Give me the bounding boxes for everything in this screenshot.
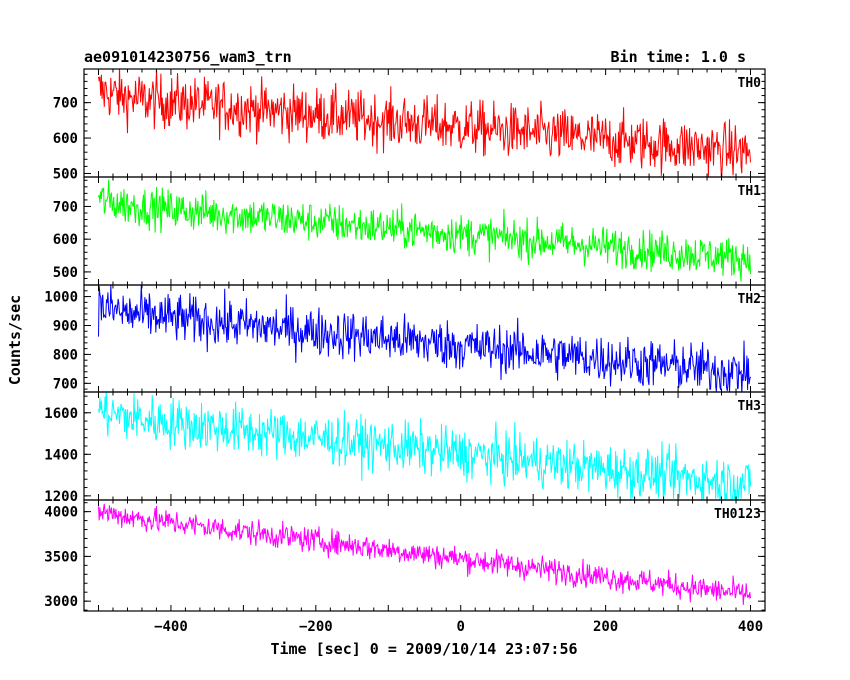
y-tick-label: 500 [53,265,78,281]
x-tick-label: 200 [593,619,618,635]
y-tick-label: 600 [53,131,78,147]
panel-th2: 700 800 900 1000 TH2 [44,284,766,393]
y-tick-label: 600 [53,232,78,248]
panel-th3: 1200 1400 1600 TH3 [44,391,766,505]
series-line-th0123 [98,503,751,605]
series-line-th1 [98,179,751,282]
y-tick-label: 500 [53,166,78,182]
x-tick-label: 0 [457,619,465,635]
chart-title: ae091014230756_wam3_trn [84,48,292,66]
y-tick-label: 1400 [44,447,78,463]
y-tick-label: 800 [53,347,78,363]
y-axis-label: Counts/sec [6,295,24,385]
y-tick-label: 700 [53,199,78,215]
x-tick-label: −200 [299,619,333,635]
bin-time-label: Bin time: 1.0 s [611,48,746,66]
x-axis-label: Time [sec] 0 = 2009/10/14 23:07:56 [270,640,577,658]
panel-label: TH0 [738,76,762,91]
y-tick-label: 4000 [44,505,78,521]
panel-label: TH1 [738,184,762,199]
y-tick-label: 1200 [44,489,78,505]
panel-label: TH0123 [714,507,761,522]
y-tick-label: 900 [53,318,78,334]
y-tick-label: 1600 [44,406,78,422]
x-tick-label: 400 [738,619,763,635]
panel-frame [83,176,766,286]
y-tick-label: 3500 [44,549,78,565]
y-tick-label: 700 [53,376,78,392]
y-tick-label: 1000 [44,290,78,306]
panel-label: TH2 [738,292,761,307]
series-line-th3 [98,392,751,500]
panel-th0123: 3000 3500 4000 TH0123 [44,499,766,612]
panel-th0: 500 600 700 TH0 [53,68,766,182]
series-line-th0 [98,69,751,177]
y-tick-label: 3000 [44,594,78,610]
x-tick-label: −400 [154,619,188,635]
series-line-th2 [98,285,751,392]
panel-th1: 500 600 700 TH1 [53,176,766,286]
y-tick-label: 700 [53,96,78,112]
panel-label: TH3 [738,399,761,414]
panel-frame [83,499,766,612]
